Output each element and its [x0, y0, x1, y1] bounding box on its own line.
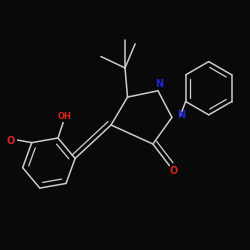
Text: O: O — [6, 136, 14, 145]
Text: N: N — [155, 79, 163, 89]
Text: O: O — [170, 166, 178, 176]
Text: OH: OH — [58, 112, 71, 121]
Text: N: N — [177, 110, 185, 120]
